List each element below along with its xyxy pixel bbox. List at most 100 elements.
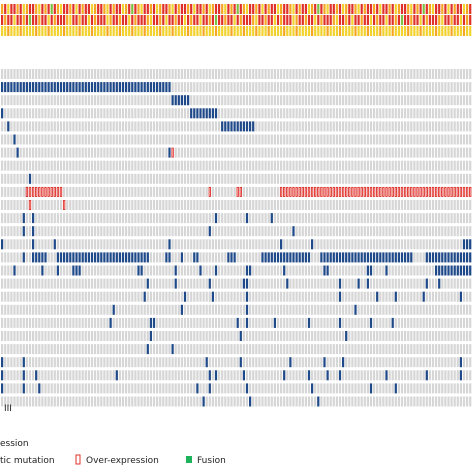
somatic-mutation-mark [134, 252, 137, 263]
gene-cell [165, 147, 168, 158]
gene-cell [242, 200, 245, 210]
gene-cell [385, 278, 388, 289]
gene-cell [193, 331, 196, 341]
gene-cell [156, 160, 159, 171]
gene-cell [469, 370, 472, 381]
gene-cell [450, 239, 453, 250]
annotation-cell [400, 26, 404, 36]
gene-cell [357, 147, 360, 158]
gene-cell [47, 121, 50, 132]
gene-cell [373, 200, 376, 210]
over-expression-mark [382, 186, 385, 197]
gene-cell [391, 134, 394, 145]
gene-cell [270, 95, 273, 106]
annotation-cell [125, 15, 128, 25]
gene-cell [326, 239, 329, 250]
gene-cell [199, 396, 202, 407]
gene-cell [369, 173, 373, 184]
somatic-mutation-mark [338, 370, 342, 381]
gene-cell [239, 173, 242, 184]
gene-cell [59, 121, 63, 132]
gene-cell [311, 173, 314, 184]
gene-cell [447, 370, 450, 381]
over-expression-mark [456, 186, 459, 197]
gene-cell [267, 278, 270, 289]
annotation-cell [413, 4, 416, 14]
gene-cell [304, 317, 307, 328]
gene-cell [245, 147, 249, 158]
annotation-cell [354, 4, 357, 14]
annotation-cell [87, 15, 90, 25]
annotation-cell [351, 15, 354, 25]
gene-cell [441, 82, 444, 93]
annotation-cell [388, 4, 391, 14]
gene-cell [56, 317, 59, 328]
annotation-cell [16, 4, 19, 14]
gene-cell [106, 226, 109, 237]
gene-cell [348, 121, 351, 132]
annotation-cell [342, 4, 345, 14]
gene-cell [25, 200, 28, 210]
gene-cell [360, 331, 363, 341]
gene-cell [425, 82, 428, 93]
gene-cell [171, 252, 174, 263]
gene-cell [121, 317, 125, 328]
gene-cell [140, 69, 143, 79]
annotation-cell [47, 26, 50, 36]
gene-cell [314, 173, 317, 184]
annotation-cell [366, 15, 369, 25]
gene-cell [249, 108, 252, 119]
gene-cell [410, 69, 413, 79]
gene-cell [369, 200, 373, 210]
somatic-mutation-mark [230, 252, 233, 263]
gene-cell [245, 69, 249, 79]
gene-cell [301, 160, 304, 171]
gene-cell [19, 252, 22, 263]
annotation-cell [162, 26, 165, 36]
gene-cell [47, 252, 50, 263]
gene-cell [115, 317, 118, 328]
gene-cell [428, 383, 431, 394]
gene-cell [134, 357, 137, 368]
gene-cell [211, 278, 214, 289]
gene-cell [125, 173, 128, 184]
gene-cell [428, 82, 431, 93]
annotation-cell [81, 15, 84, 25]
gene-cell [183, 226, 187, 237]
gene-cell [397, 69, 400, 79]
gene-cell [404, 173, 407, 184]
annotation-cell [177, 4, 180, 14]
annotation-cell [66, 4, 69, 14]
gene-cell [121, 278, 125, 289]
gene-cell [230, 239, 233, 250]
gene-cell [410, 317, 413, 328]
annotation-cell [363, 4, 366, 14]
gene-cell [94, 304, 97, 315]
gene-cell [118, 108, 121, 119]
gene-cell [338, 147, 342, 158]
gene-cell [304, 134, 307, 145]
gene-cell [363, 370, 366, 381]
gene-cell [469, 173, 472, 184]
gene-cell [32, 108, 35, 119]
gene-cell [255, 331, 258, 341]
annotation-cell [41, 15, 44, 25]
gene-cell [227, 69, 230, 79]
somatic-mutation-mark [280, 252, 283, 263]
gene-cell [252, 82, 255, 93]
gene-cell [456, 82, 459, 93]
gene-cell [304, 160, 307, 171]
annotation-cell [94, 26, 97, 36]
gene-cell [87, 69, 90, 79]
annotation-cell [267, 26, 270, 36]
gene-cell [376, 331, 379, 341]
gene-cell [369, 396, 373, 407]
gene-cell [69, 69, 72, 79]
gene-cell [369, 370, 373, 381]
gene-cell [202, 383, 205, 394]
gene-cell [121, 200, 125, 210]
somatic-mutation-mark [22, 370, 25, 381]
annotation-cell [345, 26, 348, 36]
gene-cell [156, 265, 159, 276]
somatic-mutation-mark [168, 82, 171, 93]
